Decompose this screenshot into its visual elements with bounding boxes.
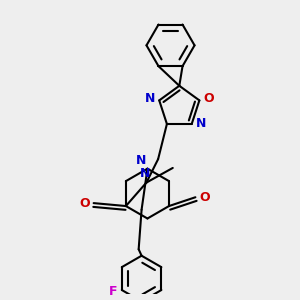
Text: N: N (136, 154, 146, 167)
Text: N: N (145, 92, 155, 105)
Text: F: F (109, 285, 117, 298)
Text: O: O (80, 196, 90, 210)
Text: O: O (204, 92, 214, 105)
Text: N: N (140, 167, 150, 180)
Text: N: N (196, 118, 206, 130)
Text: O: O (199, 191, 209, 204)
